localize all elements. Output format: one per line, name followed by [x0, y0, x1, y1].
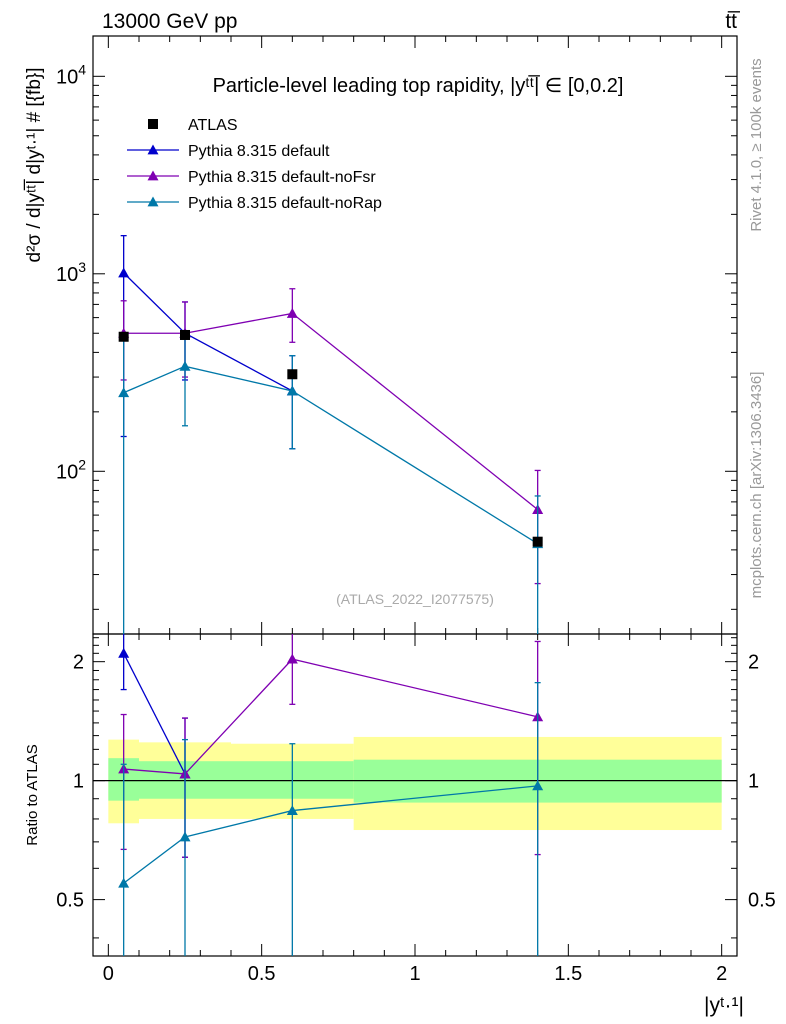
ratio-point — [118, 647, 130, 658]
legend-marker — [147, 144, 159, 155]
legend-entry-series: Pythia 8.315 default-noFsr — [127, 169, 376, 186]
legend-label: Pythia 8.315 default-noRap — [188, 195, 382, 212]
series-point — [118, 387, 130, 398]
x-tick-label: 1 — [409, 963, 420, 985]
ratio-point — [118, 877, 130, 888]
ratio-line — [123, 653, 186, 775]
series-point — [179, 360, 191, 371]
ratio-tick-label: 0.5 — [748, 890, 776, 912]
atlas-data-point — [180, 329, 190, 340]
x-tick-label: 0.5 — [248, 963, 276, 985]
ratio-tick-label: 2 — [748, 652, 759, 674]
series-point — [286, 307, 298, 318]
series-point — [286, 385, 298, 396]
series-line — [123, 312, 539, 511]
legend-marker — [148, 119, 158, 129]
legend-label: Pythia 8.315 default — [188, 143, 330, 160]
x-tick-label: 0 — [103, 963, 114, 985]
y-axis-label: d²σ / d|yᵗᵗ̅| d|yᵗ·¹| # [{fb}] — [24, 67, 45, 262]
legend-marker — [147, 196, 159, 207]
legend: ATLAS Pythia 8.315 default Pythia 8.315 de… — [127, 117, 382, 212]
ratio-line — [123, 785, 538, 884]
y-tick-label: 104 — [56, 61, 86, 88]
atlas-data-point — [118, 331, 129, 342]
y-tick-label: 102 — [56, 456, 86, 483]
legend-label: ATLAS — [188, 117, 238, 134]
ratio-tick-label: 0.5 — [56, 890, 84, 912]
ratio-tick-label: 1 — [748, 771, 759, 793]
legend-entry-series: Pythia 8.315 default — [127, 143, 330, 160]
watermark-label: (ATLAS_2022_I2077575) — [336, 591, 494, 607]
ratio-point — [532, 780, 544, 791]
process-label: tt̅ — [725, 10, 741, 33]
series-group — [118, 330, 544, 956]
ratio-y-axis-label: Ratio to ATLAS — [24, 744, 41, 845]
rivet-version-label: Rivet 4.1.0, ≥ 100k events — [748, 58, 765, 231]
x-tick-label: 2 — [716, 963, 727, 985]
series-line — [123, 365, 539, 545]
ratio-point — [286, 653, 298, 664]
legend-label: Pythia 8.315 default-noFsr — [188, 169, 376, 186]
mcplots-label: mcplots.cern.ch [arXiv:1306.3436] — [748, 372, 765, 599]
ratio-point — [179, 831, 191, 842]
series-point — [118, 267, 130, 278]
ratio-uncertainty-bands — [93, 736, 737, 831]
energy-label: 13000 GeV pp — [102, 10, 237, 33]
ratio-tick-label: 1 — [73, 771, 84, 793]
axis-ticks: 0 0.5 1 1.5 2 102 103 104 0.5 0.5 1 1 2 2 — [56, 36, 776, 985]
legend-entry-series: Pythia 8.315 default-noRap — [127, 195, 382, 212]
series-line — [123, 272, 293, 392]
x-axis-label: |yᵗ·¹| — [704, 994, 744, 1017]
atlas-data-point — [287, 369, 298, 380]
data-marks — [118, 235, 544, 956]
ratio-line — [123, 658, 538, 775]
ratio-tick-label: 2 — [73, 652, 84, 674]
legend-marker — [147, 170, 159, 181]
atlas-data-point — [532, 536, 543, 547]
chart-title: Particle-level leading top rapidity, |yᵗ… — [213, 74, 624, 97]
ratio-point — [286, 805, 298, 815]
legend-entry-atlas: ATLAS — [148, 117, 238, 134]
y-tick-label: 103 — [56, 259, 86, 286]
x-tick-label: 1.5 — [554, 963, 582, 985]
